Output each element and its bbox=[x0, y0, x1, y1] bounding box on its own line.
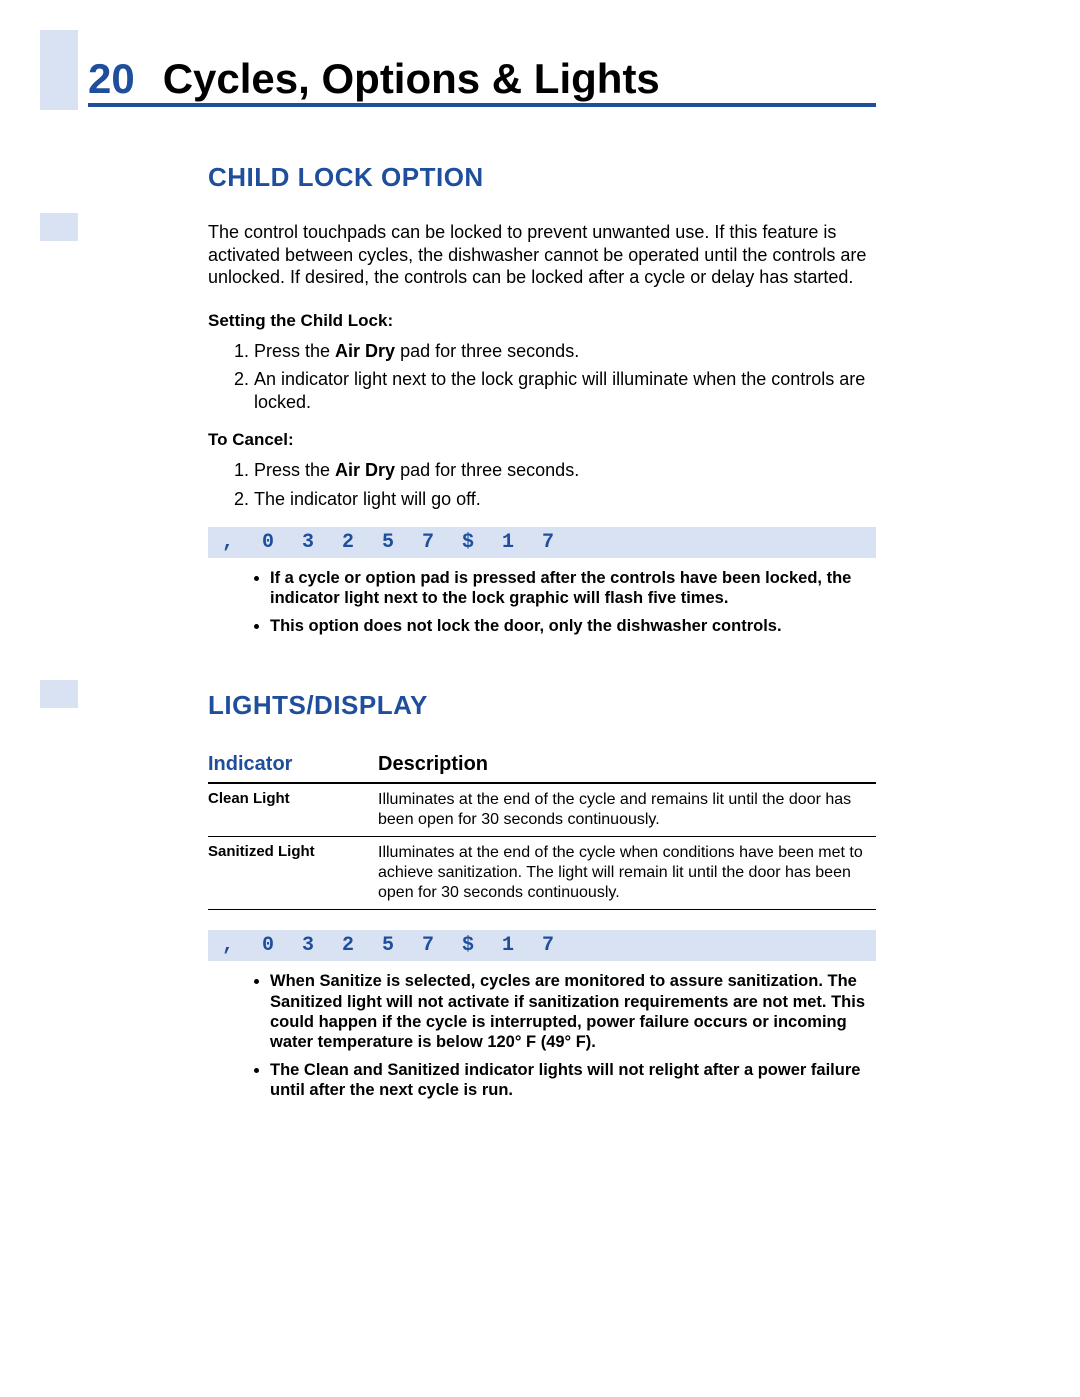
list-item: The Clean and Sanitized indicator lights… bbox=[270, 1058, 876, 1106]
list-item: An indicator light next to the lock grap… bbox=[254, 365, 876, 416]
child-lock-intro: The control touchpads can be locked to p… bbox=[208, 221, 876, 289]
page-header: 20 Cycles, Options & Lights bbox=[88, 55, 876, 107]
page-number: 20 bbox=[88, 55, 135, 103]
list-item: This option does not lock the door, only… bbox=[270, 614, 876, 642]
list-item: Press the Air Dry pad for three seconds. bbox=[254, 337, 876, 366]
important-bar-2: , 0 3 2 5 7 $ 1 7 bbox=[208, 930, 876, 961]
list-item: When Sanitize is selected, cycles are mo… bbox=[270, 969, 876, 1058]
indicator-name: Clean Light bbox=[208, 783, 378, 837]
important-bar-1: , 0 3 2 5 7 $ 1 7 bbox=[208, 527, 876, 558]
sidebar-accent-mid bbox=[40, 213, 78, 241]
sidebar-accent-top bbox=[40, 30, 78, 110]
subheading-cancel: To Cancel: bbox=[208, 430, 876, 450]
col-header-indicator: Indicator bbox=[208, 749, 378, 783]
manual-page: 20 Cycles, Options & Lights CHILD LOCK O… bbox=[0, 0, 1080, 1397]
list-item: Press the Air Dry pad for three seconds. bbox=[254, 456, 876, 485]
content-column: CHILD LOCK OPTION The control touchpads … bbox=[208, 162, 876, 1106]
indicator-description: Illuminates at the end of the cycle and … bbox=[378, 783, 876, 837]
indicator-description: Illuminates at the end of the cycle when… bbox=[378, 837, 876, 910]
list-item: The indicator light will go off. bbox=[254, 485, 876, 514]
cancel-steps-list: Press the Air Dry pad for three seconds.… bbox=[208, 456, 876, 513]
subheading-setting: Setting the Child Lock: bbox=[208, 311, 876, 331]
important-list-2: When Sanitize is selected, cycles are mo… bbox=[208, 969, 876, 1106]
table-row: Clean LightIlluminates at the end of the… bbox=[208, 783, 876, 837]
table-row: Sanitized LightIlluminates at the end of… bbox=[208, 837, 876, 910]
section-heading-child-lock: CHILD LOCK OPTION bbox=[208, 162, 876, 193]
page-title: Cycles, Options & Lights bbox=[163, 55, 660, 103]
table-header-row: Indicator Description bbox=[208, 749, 876, 783]
sidebar-accent-low bbox=[40, 680, 78, 708]
section-heading-lights: LIGHTS/DISPLAY bbox=[208, 690, 876, 721]
important-list-1: If a cycle or option pad is pressed afte… bbox=[208, 566, 876, 642]
col-header-description: Description bbox=[378, 749, 876, 783]
setting-steps-list: Press the Air Dry pad for three seconds.… bbox=[208, 337, 876, 417]
list-item: If a cycle or option pad is pressed afte… bbox=[270, 566, 876, 614]
indicator-table: Indicator Description Clean LightIllumin… bbox=[208, 749, 876, 910]
indicator-name: Sanitized Light bbox=[208, 837, 378, 910]
